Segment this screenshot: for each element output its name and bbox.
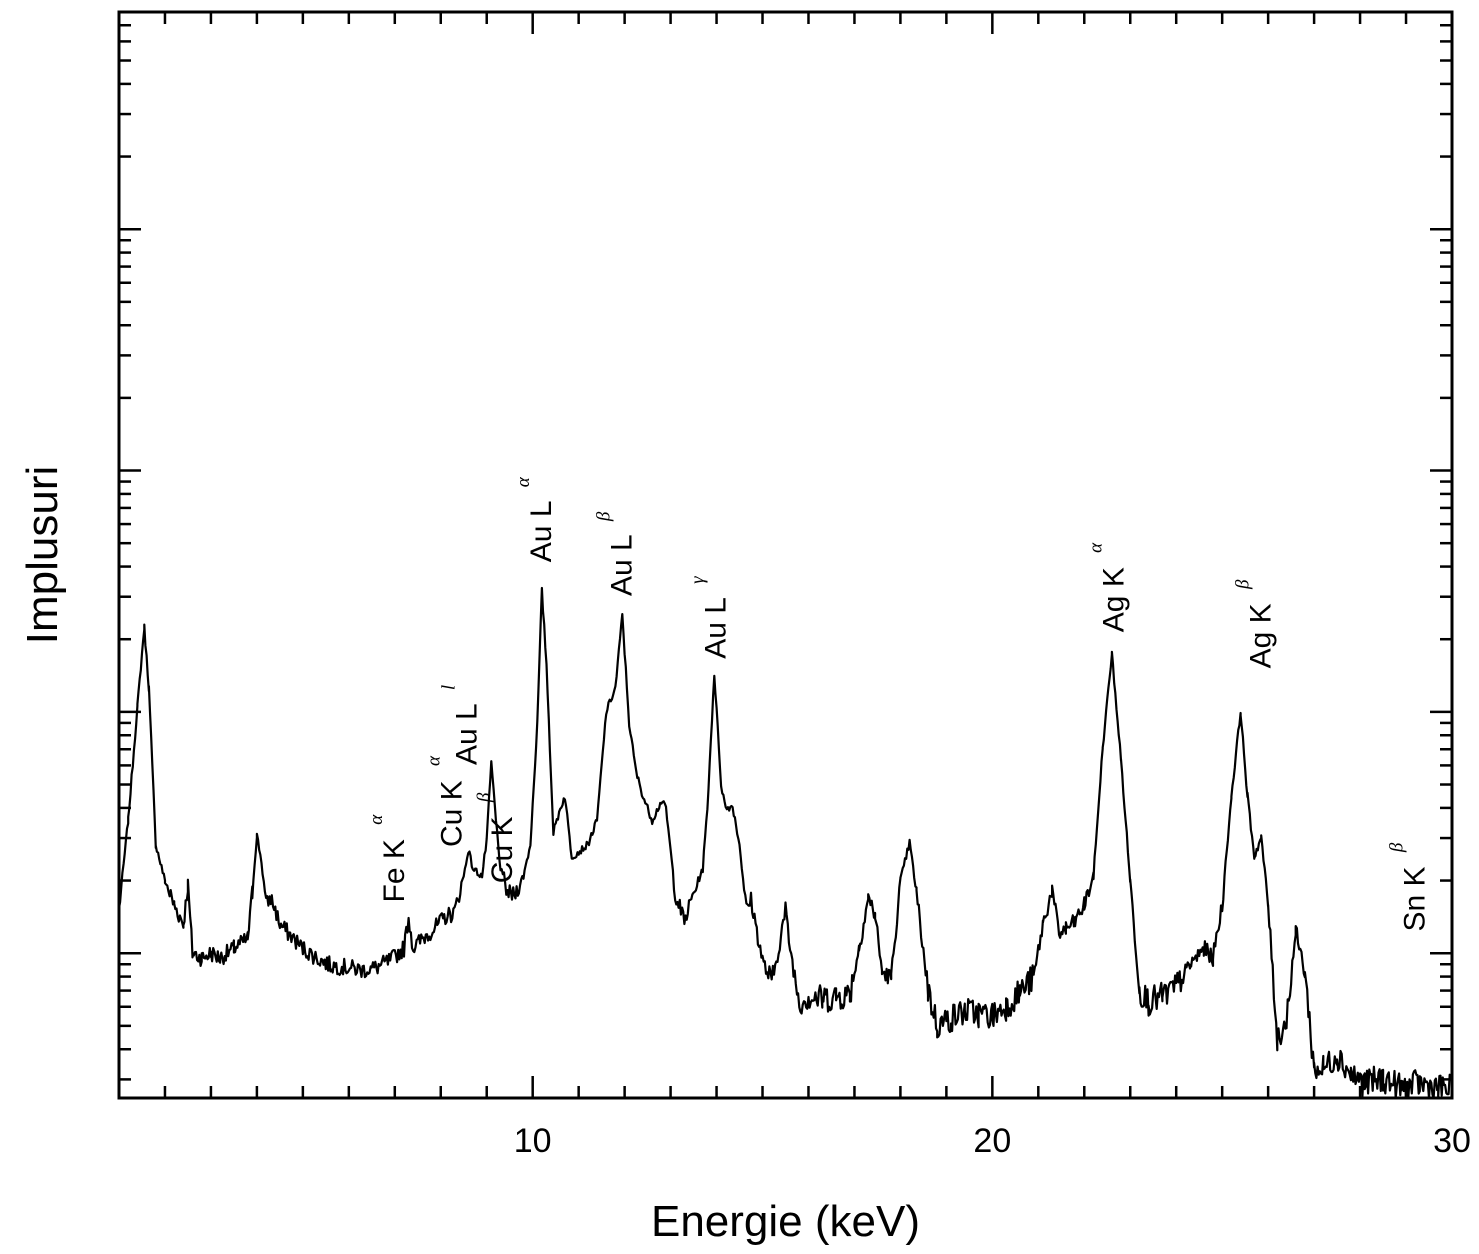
x-axis-label: Energie (keV)	[651, 1197, 920, 1246]
x-tick-label: 20	[973, 1122, 1011, 1160]
peak-label: Fe K α	[366, 814, 411, 903]
x-tick-label: 10	[514, 1122, 552, 1160]
axis-ticks	[117, 12, 1454, 1098]
peak-label: Au L γ	[688, 576, 733, 659]
peak-label: Cu K α	[423, 755, 468, 847]
y-axis-label: Implusuri	[18, 466, 67, 645]
x-tick-label: 30	[1433, 1122, 1471, 1160]
plot-frame	[117, 10, 1454, 1100]
spectrum-line	[117, 586, 1454, 1100]
peak-label: Au L β	[594, 511, 639, 596]
peak-label: Ag K β	[1232, 579, 1277, 668]
x-tick-labels: 10 20 30	[514, 1122, 1471, 1160]
peak-label: Ag K α	[1085, 542, 1130, 632]
peak-label: Cu K β	[474, 792, 519, 883]
peak-label: Au L α	[513, 476, 558, 562]
peak-label: Au L l	[439, 685, 484, 765]
peak-label: Sn K β	[1386, 842, 1431, 931]
